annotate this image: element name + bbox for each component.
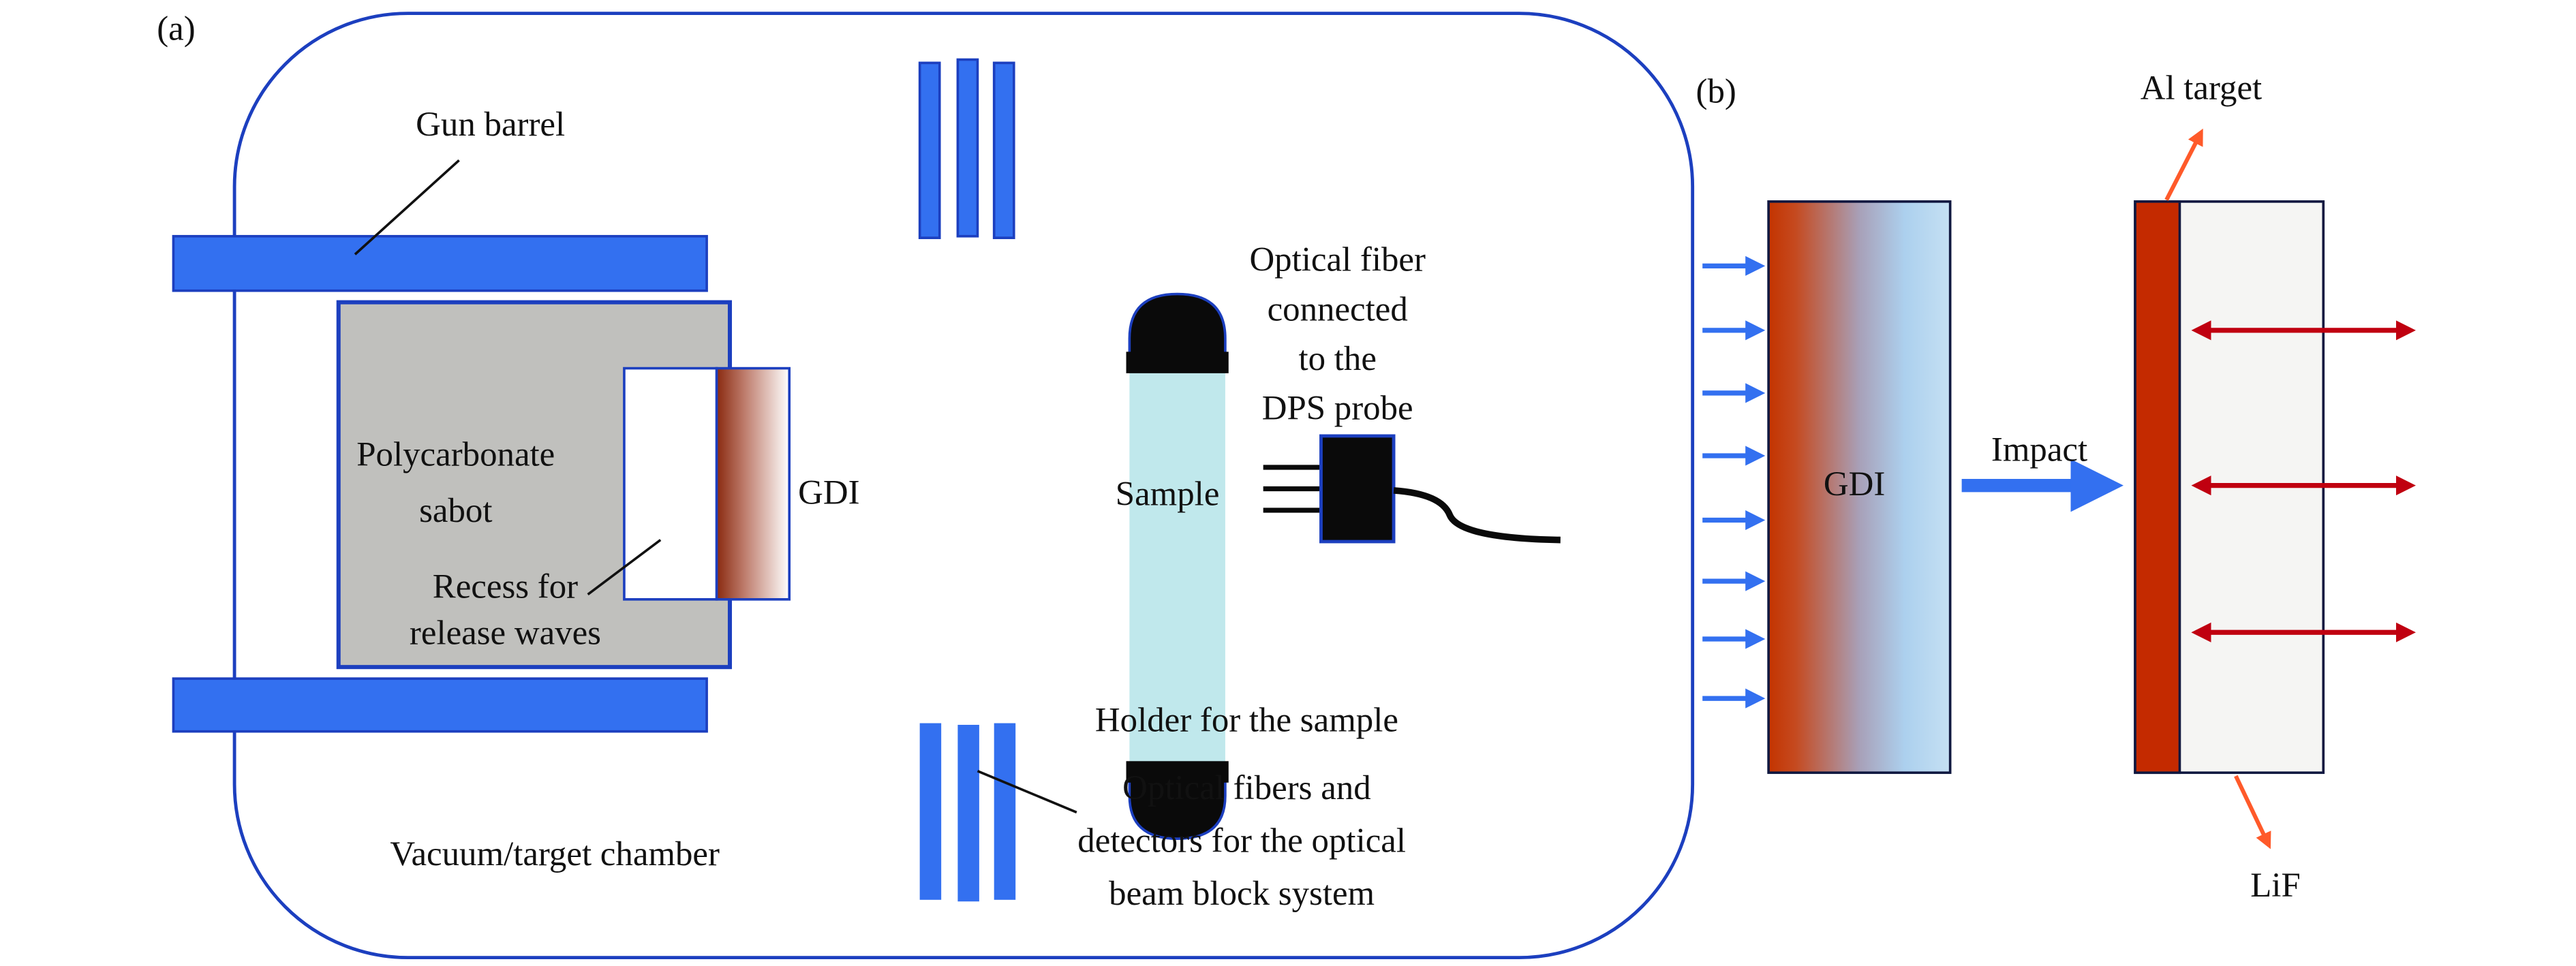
detectors-label-1: Optical fibers and (1122, 769, 1370, 807)
gdi-flyer (715, 367, 791, 601)
chamber-label: Vacuum/target chamber (390, 835, 720, 873)
gdi-label-b: GDI (1824, 465, 1885, 503)
gun-barrel-bottom (172, 677, 708, 733)
detectors-label-3: beam block system (1109, 875, 1375, 913)
fiber-label-2: connected (1268, 290, 1408, 328)
gun-barrel-leader (354, 159, 460, 255)
recess-leader (587, 539, 662, 596)
top-detectors (918, 58, 1015, 239)
fiber-label-1: Optical fiber (1249, 241, 1426, 279)
recess-label-2: release waves (410, 614, 601, 652)
fiber-label-3: to the (1298, 340, 1376, 378)
lif-leader (2234, 775, 2271, 850)
fiber-label-4: DPS probe (1262, 390, 1413, 428)
gun-barrel-label: Gun barrel (416, 106, 565, 144)
sample-label: Sample (1116, 476, 1220, 514)
panel-a: (a) Gun barrel Polycarbonate sabot Reces… (157, 10, 1695, 960)
al-target-leader (2164, 128, 2203, 201)
sabot-label-2: sabot (419, 492, 492, 530)
panel-b-label: (b) (1696, 72, 1736, 110)
sabot-label-1: Polycarbonate (356, 436, 555, 474)
gdi-impactor (1767, 200, 1952, 775)
impact-label: Impact (1991, 431, 2087, 469)
gdi-label-a: GDI (798, 473, 859, 512)
drive-arrows (1702, 255, 1766, 708)
detectors-label-2: detectors for the optical (1077, 822, 1406, 860)
sample-holder (1126, 292, 1229, 840)
bottom-detectors (919, 723, 1016, 902)
al-target-label: Al target (2141, 69, 2263, 108)
holder-label: Holder for the sample (1095, 702, 1398, 740)
recess (623, 367, 718, 601)
panel-b: (b) GDI Impact Al target LiF (1696, 69, 2416, 905)
lif-label: LiF (2250, 867, 2301, 905)
recess-label-1: Recess for (433, 567, 578, 606)
detectors-leader (977, 770, 1077, 814)
wave-arrows (2191, 320, 2416, 642)
vacuum-chamber (232, 12, 1695, 960)
panel-a-label: (a) (157, 10, 195, 48)
al-target (2134, 200, 2181, 775)
dps-probe (1263, 434, 1561, 544)
gun-barrel-top (172, 234, 708, 292)
